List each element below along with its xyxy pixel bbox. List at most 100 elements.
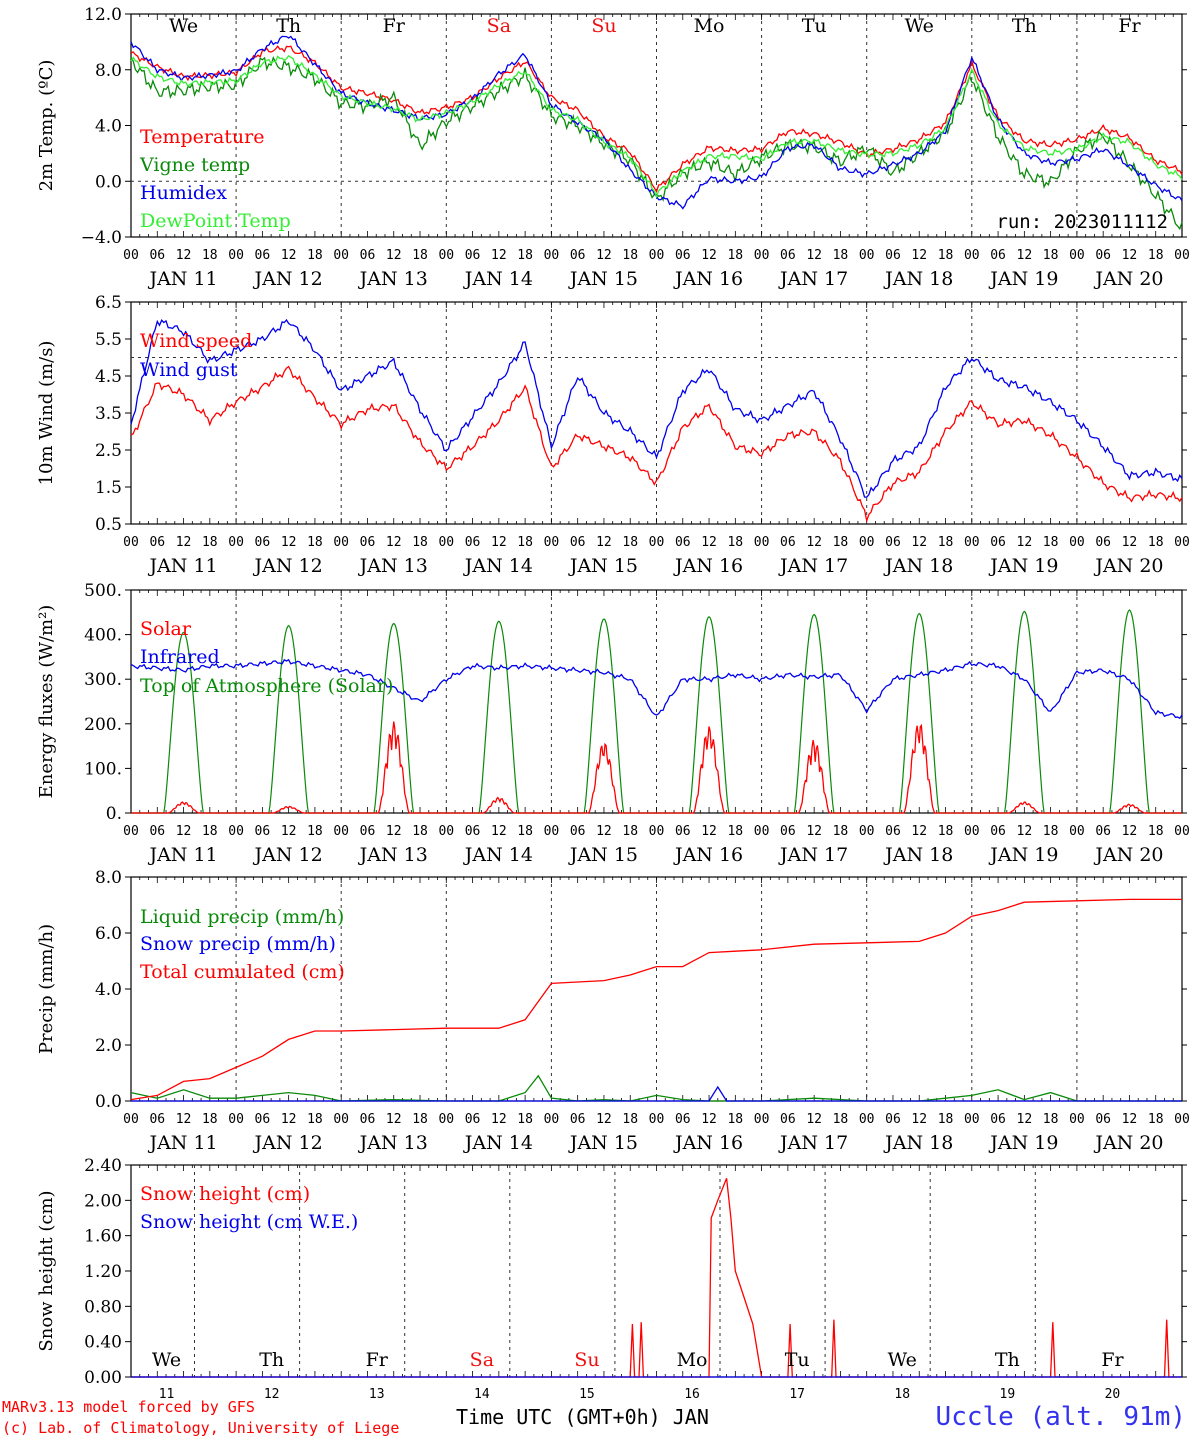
x-hour-label: 00 — [754, 1112, 770, 1127]
solar-line — [551, 742, 657, 814]
x-hour-label: 12 — [281, 1112, 297, 1127]
panel-4: 8.0 6.0 4.0 2.0 0.0 Precip (mm/h) 00 06 12 18 00 06… — [36, 868, 1190, 1154]
legend-entry: Snow height (cm W.E.) — [140, 1211, 358, 1233]
x-hour-label: 18 — [622, 535, 638, 550]
x-date-label: JAN 17 — [778, 1132, 848, 1154]
x-date-label: JAN 13 — [358, 268, 428, 290]
x-hour-label: 00 — [438, 535, 454, 550]
x-hour-label: 18 — [622, 824, 638, 839]
x-date-label: JAN 17 — [778, 555, 848, 577]
x-hour-label: 12 — [281, 535, 297, 550]
lab-credit: (c) Lab. of Climatology, University of L… — [2, 1419, 400, 1437]
x-hour-label: 06 — [780, 248, 796, 263]
x-hour-label: 12 — [491, 1112, 507, 1127]
x-hour-label: 18 — [1043, 535, 1059, 550]
y-tick-label: 8.0 — [95, 868, 122, 888]
x-date-label: JAN 14 — [463, 268, 533, 290]
x-hour-label: 00 — [1069, 1112, 1085, 1127]
x-date-label: JAN 20 — [1093, 1132, 1163, 1154]
top-day-label: Th — [1012, 15, 1037, 37]
x-date-label: JAN 13 — [358, 844, 428, 866]
bottom-day-label: Mo — [677, 1349, 708, 1371]
bottom-day-label: Sa — [470, 1349, 494, 1371]
y-tick-label: 0. — [106, 804, 122, 824]
station-name: Uccle (alt. 91m) — [935, 1402, 1186, 1432]
x-hour-label: 12 — [176, 535, 192, 550]
solar-line — [131, 801, 237, 814]
y-axis-title: 10m Wind (m/s) — [36, 341, 57, 486]
x-hour-label: 12 — [1122, 248, 1138, 263]
top-day-label: Th — [276, 15, 301, 37]
y-tick-label: 500. — [84, 581, 122, 601]
x-hour-label: 06 — [780, 1112, 796, 1127]
x-hour-label: 00 — [123, 535, 139, 550]
bottom-date-label: 12 — [264, 1387, 280, 1400]
x-hour-label: 12 — [911, 824, 927, 839]
y-tick-label: 3.5 — [95, 404, 122, 424]
x-hour-label: 06 — [360, 1112, 376, 1127]
x-hour-label: 18 — [517, 1112, 533, 1127]
panel-2: 6.5 5.5 4.5 3.5 2.5 1.5 0.5 10m Wind (m/s) 00 06 1… — [36, 293, 1190, 577]
toa-solar-line — [761, 613, 867, 814]
x-hour-label: 18 — [202, 535, 218, 550]
x-date-label: JAN 13 — [358, 555, 428, 577]
x-hour-label: 12 — [596, 824, 612, 839]
panel-5: 2.40 2.00 1.60 1.20 0.80 0.40 0.00 Snow height … — [36, 1156, 1187, 1400]
x-hour-label: 18 — [938, 535, 954, 550]
toa-solar-line — [1076, 609, 1182, 814]
toa-solar-line — [971, 610, 1077, 814]
x-hour-label: 00 — [964, 535, 980, 550]
x-hour-label: 18 — [412, 824, 428, 839]
x-date-label: JAN 13 — [358, 1132, 428, 1154]
x-date-label: JAN 12 — [253, 555, 323, 577]
y-tick-label: 4.0 — [95, 980, 122, 1000]
model-credit: MARv3.13 model forced by GFS — [2, 1398, 255, 1416]
legend-entry: Liquid precip (mm/h) — [140, 906, 344, 928]
y-tick-label: 2.40 — [84, 1156, 122, 1176]
x-date-label: JAN 18 — [883, 268, 953, 290]
y-tick-label: 1.60 — [84, 1227, 122, 1247]
x-hour-label: 06 — [465, 535, 481, 550]
x-hour-label: 06 — [360, 248, 376, 263]
x-hour-label: 12 — [491, 248, 507, 263]
series-line-lightgreen — [130, 55, 1183, 199]
legend-entry: Humidex — [140, 182, 227, 204]
y-tick-label: 4.0 — [95, 117, 122, 137]
top-day-label: Su — [591, 15, 616, 37]
x-hour-label: 12 — [806, 824, 822, 839]
x-hour-label: 06 — [1095, 1112, 1111, 1127]
x-date-label: JAN 15 — [568, 1132, 638, 1154]
x-hour-label: 00 — [649, 1112, 665, 1127]
x-hour-label: 00 — [544, 824, 560, 839]
bottom-date-label: 11 — [159, 1387, 175, 1400]
solar-line — [761, 739, 867, 814]
bottom-date-label: 20 — [1105, 1387, 1121, 1400]
x-date-label: JAN 19 — [988, 1132, 1058, 1154]
y-axis-title: Snow height (cm) — [36, 1190, 57, 1351]
x-hour-label: 18 — [833, 824, 849, 839]
y-tick-label: −4.0 — [81, 228, 122, 248]
y-tick-label: 12.0 — [84, 5, 122, 25]
x-date-label: JAN 17 — [778, 844, 848, 866]
y-axis-title: Energy fluxes (W/m²) — [36, 605, 57, 799]
x-hour-label: 12 — [806, 535, 822, 550]
y-axis-title: 2m Temp. (ºC) — [36, 60, 57, 192]
x-hour-label: 06 — [570, 824, 586, 839]
solar-line — [446, 796, 552, 814]
legend-entry: Wind speed — [140, 330, 252, 352]
x-hour-label: 18 — [622, 1112, 638, 1127]
x-date-label: JAN 16 — [673, 555, 743, 577]
x-hour-label: 18 — [412, 248, 428, 263]
bottom-date-label: 14 — [474, 1387, 490, 1400]
y-tick-label: 300. — [84, 670, 122, 690]
x-hour-label: 00 — [964, 248, 980, 263]
x-hour-label: 00 — [964, 824, 980, 839]
bottom-day-label: Tu — [785, 1349, 810, 1371]
x-hour-label: 00 — [123, 1112, 139, 1127]
x-hour-label: 00 — [544, 248, 560, 263]
legend-entry: Snow height (cm) — [140, 1183, 310, 1205]
solar-line — [236, 805, 342, 814]
x-hour-label: 18 — [307, 1112, 323, 1127]
x-hour-label: 00 — [964, 1112, 980, 1127]
x-hour-label: 00 — [123, 824, 139, 839]
